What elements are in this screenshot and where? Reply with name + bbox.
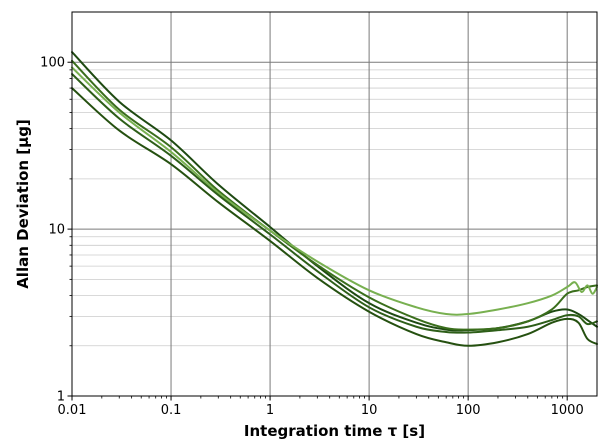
x-tick-label: 1 [266,403,274,418]
y-tick-label: 100 [40,56,65,71]
x-tick-label: 100 [456,403,481,418]
x-tick-label: 1000 [551,403,584,418]
y-tick-label: 10 [48,223,65,238]
x-axis-title: Integration time τ [s] [244,422,425,440]
series-line [71,59,598,331]
series-line [71,66,598,316]
series-line [71,51,598,332]
x-tick-label: 0.01 [58,403,87,418]
x-tick-label: 10 [361,403,378,418]
plot-frame [71,11,598,397]
y-axis-title: Allan Deviation [µg] [14,119,32,289]
y-tick-label: 1 [57,390,65,405]
data-series [71,51,598,347]
axis-ticks: 1 10 100 0.01 0.1 1 10 100 1000 [40,56,584,418]
series-line [71,73,598,334]
series-line [71,87,598,347]
x-tick-label: 0.1 [161,403,182,418]
grid-lines [71,12,597,397]
